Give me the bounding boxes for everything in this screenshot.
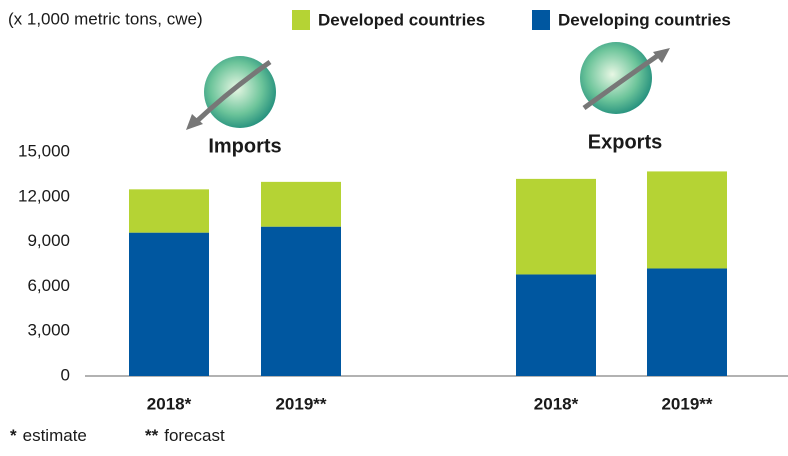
y-tick-label: 12,000 [18, 186, 70, 205]
bar-segment [647, 171, 727, 269]
bar-segment [129, 189, 209, 233]
group-label: Exports [588, 131, 662, 153]
bar-segment [647, 268, 727, 376]
x-tick-label: 2018* [534, 394, 579, 413]
legend-label: Developed countries [318, 10, 485, 29]
footnote: ** forecast [145, 426, 225, 445]
legend-swatch [292, 10, 310, 30]
bar-segment [129, 232, 209, 376]
x-tick-label: 2018* [147, 394, 192, 413]
y-tick-label: 6,000 [27, 276, 70, 295]
globe-icon [580, 42, 670, 114]
bar-segment [516, 178, 596, 275]
unit-note: (x 1,000 metric tons, cwe) [8, 9, 203, 28]
footnote-text: forecast [164, 426, 225, 445]
legend-swatch [532, 10, 550, 30]
bar-segment [261, 226, 341, 376]
bar-segment [516, 274, 596, 376]
y-tick-label: 3,000 [27, 321, 70, 340]
bar-segment [261, 181, 341, 227]
legend-label: Developing countries [558, 10, 731, 29]
y-tick-label: 15,000 [18, 141, 70, 160]
x-tick-label: 2019** [275, 394, 326, 413]
footnote-marker: ** [145, 426, 159, 445]
footnote-marker: * [10, 426, 17, 445]
footnote-text: estimate [23, 426, 87, 445]
group-label: Imports [208, 135, 281, 157]
y-tick-label: 0 [61, 365, 70, 384]
footnote: * estimate [10, 426, 87, 445]
y-tick-label: 9,000 [27, 231, 70, 250]
globe-icon [186, 56, 276, 130]
x-tick-label: 2019** [661, 394, 712, 413]
